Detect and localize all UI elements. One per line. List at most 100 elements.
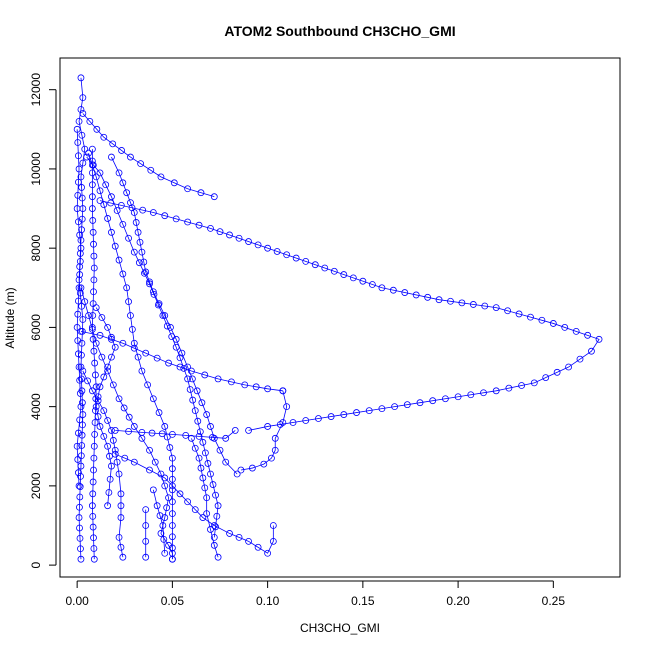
data-point	[141, 269, 148, 277]
data-point	[77, 236, 85, 244]
data-point	[125, 234, 132, 242]
data-point	[92, 407, 99, 415]
data-point	[108, 153, 115, 161]
data-point	[77, 74, 85, 82]
plot-frame	[59, 57, 621, 578]
data-point	[90, 264, 98, 272]
data-point	[92, 395, 100, 403]
data-point	[128, 325, 136, 333]
y-tick-label: 12000	[29, 73, 43, 107]
data-point	[199, 514, 207, 521]
data-point	[481, 302, 489, 310]
data-point	[89, 312, 97, 319]
data-point	[245, 537, 252, 545]
data-point	[128, 204, 136, 212]
x-axis: 0.00 0.05 0.10 0.15 0.20 0.25	[65, 580, 566, 608]
data-point	[77, 106, 85, 113]
data-point	[210, 541, 218, 549]
data-point	[73, 324, 81, 331]
data-point	[148, 429, 156, 437]
data-point	[492, 304, 500, 311]
data-point	[146, 466, 153, 474]
data-point	[89, 478, 97, 486]
data-point	[74, 456, 82, 463]
data-point	[188, 434, 195, 442]
data-point	[235, 533, 243, 541]
data-point	[196, 428, 204, 436]
data-point	[108, 353, 115, 361]
data-point	[142, 349, 150, 357]
data-point	[142, 537, 150, 545]
data-point	[90, 276, 98, 284]
data-point	[113, 207, 121, 214]
data-point	[74, 191, 82, 199]
data-point	[89, 300, 97, 308]
data-point	[172, 335, 180, 343]
data-point	[78, 442, 86, 449]
data-point	[216, 446, 224, 454]
data-point	[412, 291, 420, 299]
data-point	[340, 411, 348, 418]
data-point	[207, 470, 214, 478]
data-point	[117, 502, 125, 510]
data-point	[176, 490, 184, 498]
data-point	[207, 526, 214, 533]
x-tick-label: 0.25	[542, 594, 566, 608]
data-point	[109, 381, 117, 389]
data-point	[149, 395, 157, 403]
data-point	[88, 145, 96, 153]
data-point	[93, 125, 101, 133]
data-point	[271, 446, 279, 454]
data-point	[91, 419, 99, 426]
data-point	[157, 530, 165, 537]
data-point	[252, 383, 260, 391]
data-point	[79, 316, 87, 323]
data-point	[91, 430, 99, 438]
data-point	[85, 312, 92, 319]
data-point	[182, 431, 190, 439]
data-point	[203, 494, 211, 502]
data-point	[188, 367, 195, 375]
data-point	[349, 274, 357, 282]
y-axis: 0 2000 4000 6000 8000 10000 12000	[29, 73, 57, 568]
data-point	[104, 363, 112, 371]
series-14	[79, 110, 218, 201]
data-point	[264, 385, 272, 393]
data-point	[271, 434, 279, 442]
data-point	[330, 267, 338, 275]
data-point	[595, 335, 603, 343]
data-point	[90, 555, 98, 563]
series-11	[142, 506, 150, 561]
data-point	[144, 381, 152, 389]
data-point	[125, 428, 132, 435]
data-point	[77, 545, 84, 553]
data-point	[315, 415, 322, 422]
data-point	[98, 314, 106, 321]
data-point	[100, 373, 108, 381]
data-point	[212, 491, 219, 499]
data-point	[88, 181, 96, 189]
data-point	[78, 431, 86, 439]
data-point	[75, 469, 82, 477]
data-point	[505, 384, 513, 392]
data-point	[214, 375, 222, 383]
data-point	[130, 339, 138, 347]
data-point	[245, 427, 252, 434]
series-17	[73, 125, 85, 490]
data-point	[159, 312, 167, 319]
data-point	[111, 446, 119, 454]
data-point	[292, 254, 300, 262]
data-point	[264, 423, 272, 430]
series-line	[80, 287, 173, 560]
data-point	[119, 270, 127, 278]
data-point	[115, 256, 123, 264]
data-point	[127, 153, 134, 161]
data-point	[167, 324, 174, 331]
data-point	[209, 481, 217, 488]
data-point	[75, 218, 82, 226]
data-point	[340, 271, 348, 278]
data-point	[228, 378, 235, 386]
data-point	[153, 354, 161, 362]
data-point	[572, 327, 580, 335]
data-point	[273, 248, 281, 255]
